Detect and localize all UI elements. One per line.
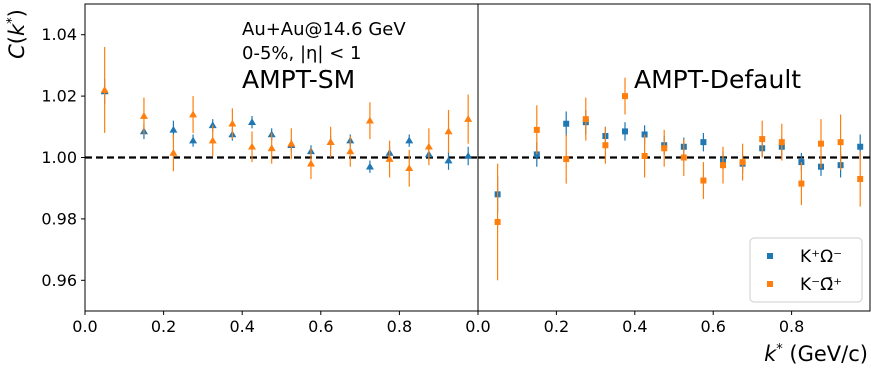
data-point — [759, 136, 766, 143]
y-tick-label: 0.98 — [41, 209, 77, 228]
panel-left-frame — [84, 3, 479, 312]
data-point — [248, 142, 257, 150]
data-point — [700, 177, 707, 184]
data-point — [778, 139, 785, 146]
data-point — [582, 116, 589, 123]
data-point — [189, 136, 198, 144]
data-point — [798, 180, 805, 187]
data-point — [661, 145, 668, 152]
x-tick-label: 0.6 — [700, 317, 725, 336]
x-tick-label: 0.0 — [72, 317, 97, 336]
data-point — [857, 143, 864, 150]
data-point — [533, 126, 540, 133]
data-point — [385, 155, 394, 162]
data-point — [365, 116, 374, 124]
data-point — [189, 110, 198, 118]
x-tick-label: 0.8 — [387, 317, 412, 336]
legend-marker-orange — [767, 281, 773, 287]
data-point — [464, 115, 473, 122]
annotation-model-right: AMPT-Default — [634, 65, 801, 94]
x-tick-label: 0.4 — [229, 317, 254, 336]
data-point — [444, 156, 453, 164]
x-tick-label: 0.4 — [622, 317, 647, 336]
data-point — [837, 139, 844, 146]
legend-box — [749, 237, 863, 303]
data-point — [267, 144, 276, 152]
y-tick-label: 1.00 — [41, 148, 77, 167]
data-point — [602, 142, 609, 149]
data-point — [405, 136, 414, 144]
annotation-model-left: AMPT-SM — [242, 65, 355, 94]
data-point — [287, 139, 296, 147]
plot-layer: 0.96 0.98 1.00 1.02 1.04 0.0 0.2 0.4 0.6 0.8 0.0 0.… — [41, 25, 870, 336]
legend-marker-blue — [767, 253, 773, 259]
data-point — [444, 127, 453, 135]
data-point — [700, 139, 707, 146]
data-point — [365, 162, 374, 170]
data-point — [494, 218, 501, 225]
y-tick-label: 0.96 — [41, 271, 77, 290]
data-point — [563, 120, 570, 127]
y-axis-label: C(k*) — [5, 9, 29, 59]
x-axis-label: k* (GeV/c) — [764, 342, 868, 366]
data-point — [208, 121, 217, 129]
data-point — [720, 162, 726, 169]
data-point — [641, 152, 648, 159]
annotation-centrality: 0-5%, |η| < 1 — [242, 43, 361, 64]
data-point — [100, 85, 109, 93]
data-point — [680, 154, 687, 161]
x-tick-label: 0.6 — [308, 317, 333, 336]
x-tick-label: 0.0 — [465, 317, 490, 336]
data-point — [818, 140, 824, 147]
data-point — [169, 125, 178, 133]
legend-label-kminus-omegabar-plus: K⁻Ω̄⁺ — [800, 275, 842, 295]
data-point — [306, 159, 315, 167]
data-point — [208, 136, 217, 144]
y-tick-label: 1.04 — [41, 25, 77, 44]
x-tick-label: 0.2 — [544, 317, 569, 336]
legend: K⁺Ω⁻ K⁻Ω̄⁺ — [749, 237, 863, 303]
annotation-energy: Au+Au@14.6 GeV — [242, 19, 406, 40]
data-point — [563, 156, 570, 163]
data-point — [424, 142, 433, 150]
legend-label-kplus-omega-minus: K⁺Ω⁻ — [800, 247, 842, 267]
data-point — [326, 138, 335, 145]
x-tick-label: 0.2 — [151, 317, 176, 336]
data-point — [346, 147, 355, 155]
data-point — [857, 175, 864, 182]
data-point — [405, 164, 414, 172]
panel-right-frame — [477, 3, 871, 312]
data-point — [228, 119, 237, 127]
data-point — [139, 112, 148, 119]
data-point — [464, 151, 473, 159]
data-point — [739, 159, 746, 166]
data-point — [169, 148, 178, 156]
x-tick-label: 0.8 — [779, 317, 804, 336]
y-tick-label: 1.02 — [41, 87, 77, 106]
data-point — [622, 128, 628, 135]
data-point — [248, 118, 257, 125]
data-point — [622, 93, 628, 100]
